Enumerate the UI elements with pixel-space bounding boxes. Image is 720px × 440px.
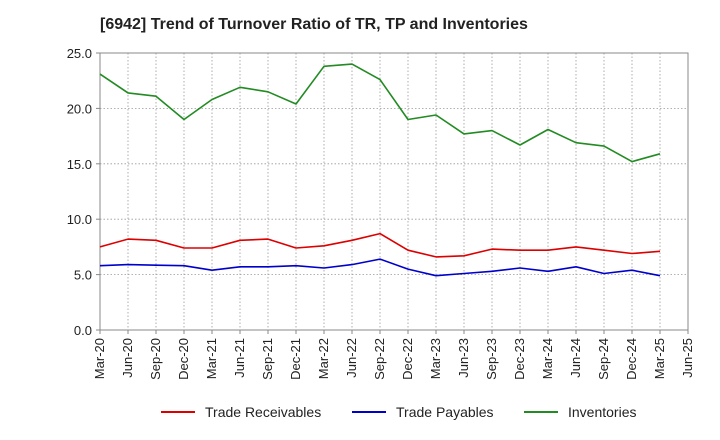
y-tick-label: 5.0 <box>74 268 92 283</box>
legend-item-trade-receivables: Trade Receivables <box>161 404 321 420</box>
y-tick-label: 0.0 <box>74 323 92 338</box>
x-tick-label: Dec-21 <box>288 338 303 380</box>
y-tick-label: 25.0 <box>67 46 92 61</box>
y-tick-label: 15.0 <box>67 157 92 172</box>
x-tick-label: Sep-24 <box>596 338 611 380</box>
x-tick-label: Sep-23 <box>484 338 499 380</box>
x-tick-label: Dec-23 <box>512 338 527 380</box>
legend-label: Trade Payables <box>396 404 494 420</box>
chart-title: [6942] Trend of Turnover Ratio of TR, TP… <box>100 16 528 33</box>
x-tick-label: Jun-23 <box>456 338 471 378</box>
y-tick-label: 20.0 <box>67 101 92 116</box>
x-tick-label: Sep-21 <box>260 338 275 380</box>
x-tick-label: Mar-24 <box>540 338 555 379</box>
legend-swatch-inventories <box>524 411 558 413</box>
x-tick-label: Mar-25 <box>652 338 667 379</box>
legend-label: Inventories <box>568 404 637 420</box>
x-tick-label: Mar-21 <box>204 338 219 379</box>
series-line-trade-payables <box>99 258 661 277</box>
x-tick-label: Jun-24 <box>568 338 583 378</box>
x-tick-label: Dec-24 <box>624 338 639 380</box>
series-line-inventories <box>99 63 661 163</box>
x-tick-label: Sep-22 <box>372 338 387 380</box>
x-tick-label: Mar-22 <box>316 338 331 379</box>
x-axis: Mar-20 Jun-20 Sep-20 Dec-20 Mar-21 Jun-21 Sep-… <box>92 330 695 380</box>
x-tick-label: Dec-20 <box>176 338 191 380</box>
x-tick-label: Jun-20 <box>120 338 135 378</box>
legend-item-inventories: Inventories <box>524 404 636 420</box>
legend-swatch-trade-receivables <box>161 411 195 413</box>
series-line-trade-receivables <box>99 232 661 258</box>
plot-area <box>99 52 689 331</box>
legend-swatch-trade-payables <box>352 411 386 413</box>
x-tick-label: Jun-22 <box>344 338 359 378</box>
y-axis: 0.0 5.0 10.0 15.0 20.0 25.0 <box>67 46 100 338</box>
x-tick-label: Jun-21 <box>232 338 247 378</box>
x-tick-label: Jun-25 <box>680 338 695 378</box>
x-tick-label: Mar-23 <box>428 338 443 379</box>
x-tick-label: Mar-20 <box>92 338 107 379</box>
legend-item-trade-payables: Trade Payables <box>352 404 494 420</box>
legend-label: Trade Receivables <box>205 404 322 420</box>
grid <box>100 52 688 331</box>
x-tick-label: Dec-22 <box>400 338 415 380</box>
series-lines <box>99 63 661 277</box>
y-tick-label: 10.0 <box>67 212 92 227</box>
legend: Trade Receivables Trade Payables Invento… <box>0 404 720 426</box>
x-tick-label: Sep-20 <box>148 338 163 380</box>
